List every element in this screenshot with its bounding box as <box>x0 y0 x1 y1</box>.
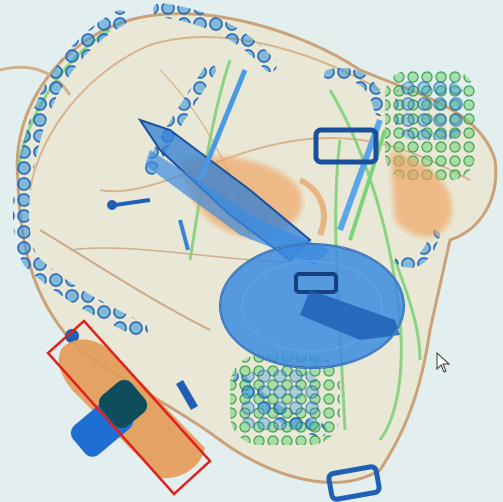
small-items <box>65 329 198 410</box>
buckle <box>326 464 382 502</box>
suspicious-object <box>58 339 205 479</box>
bead-chains <box>12 3 475 445</box>
metal-stand <box>107 69 387 265</box>
mouse-pointer-icon <box>436 352 451 373</box>
metal-disc <box>219 243 405 369</box>
threat-detection-box <box>46 319 212 496</box>
